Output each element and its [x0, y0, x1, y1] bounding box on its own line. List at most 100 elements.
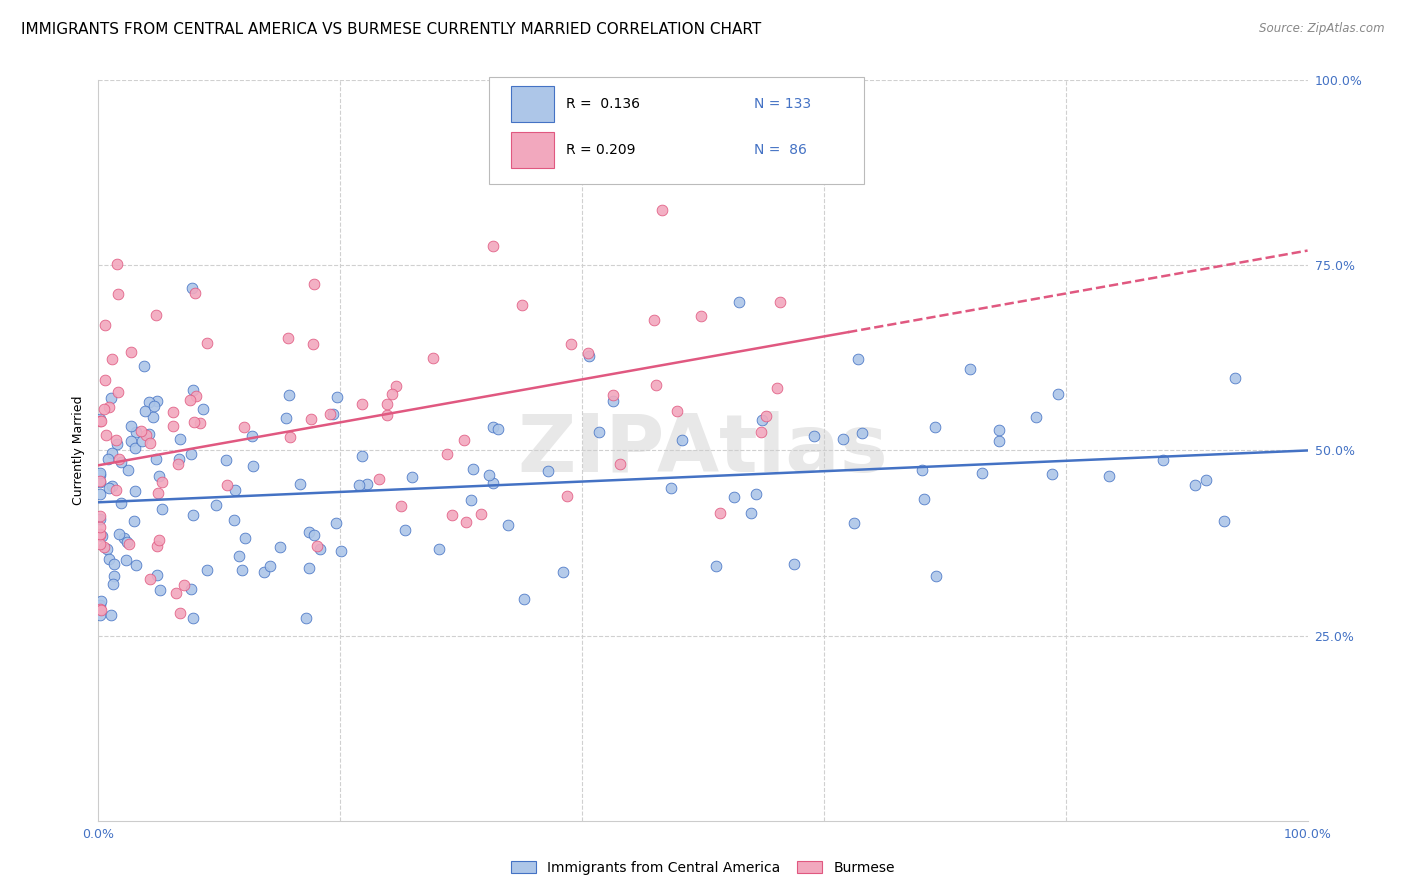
- Point: [240, 428, 263, 442]
- Point: [89, 512, 111, 526]
- Point: [97, 481, 120, 495]
- Point: [204, 498, 226, 512]
- Point: [142, 410, 165, 425]
- Point: [1098, 469, 1121, 483]
- Point: [671, 434, 693, 448]
- Point: [233, 420, 256, 434]
- Point: [150, 475, 173, 490]
- Point: [298, 525, 321, 540]
- Point: [100, 608, 122, 623]
- Point: [578, 349, 600, 363]
- Point: [1152, 452, 1174, 467]
- Point: [108, 526, 131, 541]
- Point: [302, 277, 325, 291]
- Point: [110, 496, 132, 510]
- Point: [659, 482, 682, 496]
- Point: [253, 565, 276, 579]
- Point: [987, 434, 1010, 448]
- Point: [347, 478, 370, 492]
- Point: [217, 478, 239, 492]
- Point: [112, 531, 135, 545]
- Point: [769, 294, 792, 309]
- Point: [319, 408, 342, 422]
- Point: [385, 378, 408, 392]
- Point: [298, 560, 321, 574]
- Point: [394, 524, 416, 538]
- Point: [90, 603, 112, 617]
- Point: [134, 404, 156, 418]
- Point: [309, 541, 332, 556]
- Point: [138, 395, 160, 409]
- Text: R =  0.136: R = 0.136: [567, 97, 640, 112]
- Point: [277, 331, 299, 345]
- Point: [269, 540, 291, 554]
- Point: [751, 413, 773, 427]
- Point: [651, 203, 673, 218]
- Point: [381, 387, 404, 401]
- Text: ZIPAtlas: ZIPAtlas: [517, 411, 889, 490]
- Point: [146, 567, 169, 582]
- Point: [195, 563, 218, 577]
- Point: [103, 569, 125, 583]
- Point: [576, 346, 599, 360]
- Point: [602, 388, 624, 402]
- Point: [463, 462, 485, 476]
- Point: [105, 437, 128, 451]
- Point: [645, 377, 668, 392]
- Point: [181, 508, 204, 522]
- Point: [330, 543, 353, 558]
- Point: [436, 447, 458, 461]
- Point: [179, 393, 201, 408]
- Point: [441, 508, 464, 522]
- Point: [846, 352, 869, 367]
- Point: [138, 427, 160, 442]
- Point: [242, 459, 264, 474]
- Point: [89, 412, 111, 426]
- Point: [139, 436, 162, 450]
- Point: [745, 487, 768, 501]
- Point: [188, 416, 211, 430]
- Point: [959, 362, 981, 376]
- Point: [89, 487, 111, 501]
- Point: [169, 432, 191, 446]
- Legend: Immigrants from Central America, Burmese: Immigrants from Central America, Burmese: [506, 855, 900, 880]
- Point: [135, 427, 157, 442]
- Point: [110, 455, 132, 469]
- Point: [1047, 387, 1070, 401]
- Point: [97, 452, 120, 467]
- Point: [93, 402, 115, 417]
- Point: [665, 404, 688, 418]
- Point: [643, 313, 665, 327]
- Point: [325, 390, 347, 404]
- Point: [143, 400, 166, 414]
- Point: [89, 509, 111, 524]
- Point: [89, 475, 111, 489]
- Point: [496, 518, 519, 533]
- Point: [191, 402, 214, 417]
- Point: [302, 528, 325, 542]
- Point: [723, 491, 745, 505]
- Point: [132, 359, 155, 373]
- Point: [94, 318, 117, 332]
- FancyBboxPatch shape: [510, 132, 554, 169]
- Point: [93, 540, 115, 554]
- Point: [114, 553, 136, 567]
- Point: [89, 520, 111, 534]
- Point: [97, 400, 120, 414]
- Point: [486, 422, 509, 436]
- Point: [375, 409, 398, 423]
- Point: [844, 516, 866, 531]
- Point: [912, 491, 935, 506]
- Point: [195, 335, 218, 350]
- Point: [107, 257, 129, 271]
- FancyBboxPatch shape: [510, 87, 554, 122]
- Text: N = 133: N = 133: [754, 97, 811, 112]
- Point: [148, 533, 170, 547]
- Point: [228, 549, 250, 564]
- Point: [181, 611, 204, 625]
- Point: [305, 539, 328, 553]
- Point: [356, 476, 378, 491]
- Point: [454, 515, 477, 529]
- Point: [602, 394, 624, 409]
- Point: [180, 582, 202, 596]
